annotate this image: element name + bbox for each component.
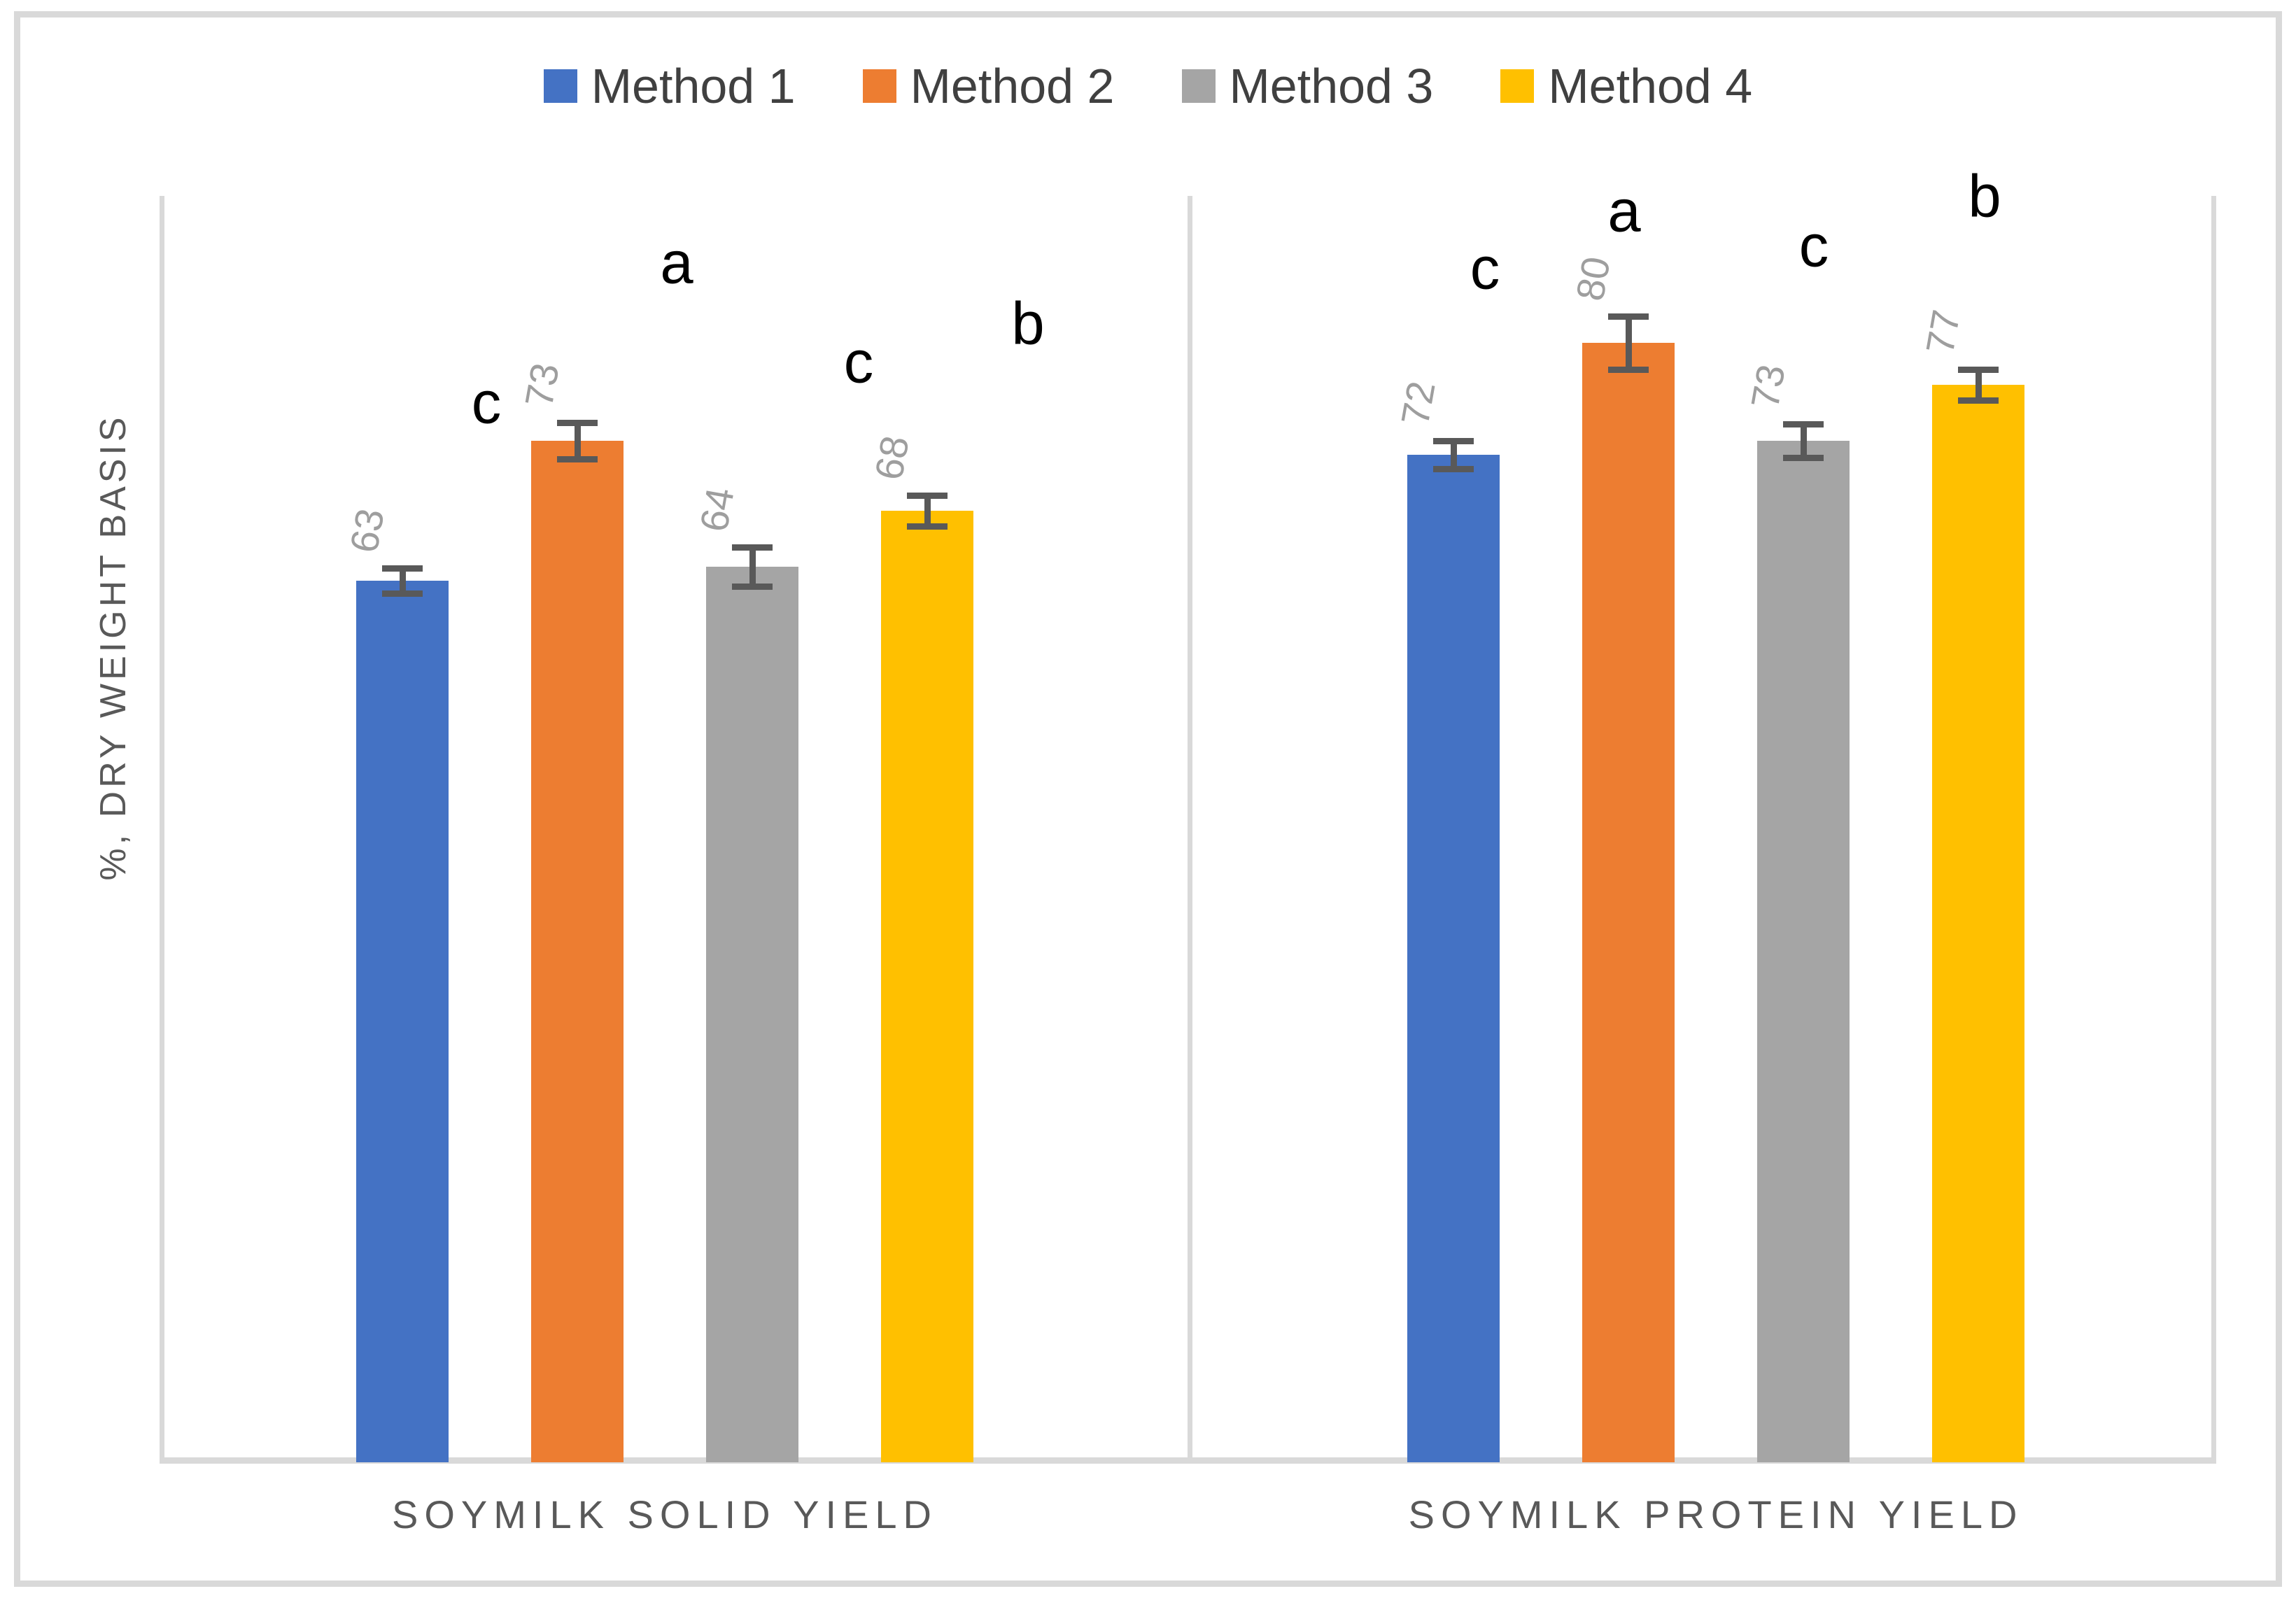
- significance-letter: c: [1798, 213, 1829, 280]
- error-bar-line: [1626, 316, 1632, 369]
- legend-label: Method 3: [1229, 59, 1434, 113]
- error-bar-bottom-cap: [732, 584, 773, 590]
- legend-label: Method 4: [1548, 59, 1753, 113]
- legend-swatch-icon: [862, 69, 896, 103]
- significance-letter: b: [1968, 163, 2001, 230]
- x-axis-line: [160, 1457, 2216, 1464]
- error-bar-top-cap: [1783, 421, 1824, 427]
- error-bar-line: [575, 423, 581, 459]
- error-bar-bottom-cap: [382, 591, 423, 597]
- bar-method-2-cat2: [1582, 343, 1675, 1462]
- legend: Method 1 Method 2 Method 3 Method 4: [0, 62, 2296, 111]
- error-bar-bottom-cap: [907, 523, 948, 530]
- error-bar-line: [1451, 441, 1457, 469]
- data-label: 80: [1567, 253, 1619, 304]
- legend-item-method-3: Method 3: [1181, 59, 1434, 113]
- chart-outer-border: [14, 11, 2282, 1587]
- data-label: 63: [341, 505, 393, 556]
- bar-method-1-cat1: [356, 581, 449, 1462]
- error-bar-bottom-cap: [557, 456, 598, 462]
- error-bar-bottom-cap: [1608, 367, 1649, 373]
- error-bar-top-cap: [382, 565, 423, 572]
- y-axis-title: %, DRY WEIGHT BASIS: [93, 413, 134, 881]
- significance-letter: a: [660, 229, 693, 297]
- legend-swatch-icon: [543, 69, 577, 103]
- legend-swatch-icon: [1181, 69, 1216, 103]
- error-bar-line: [400, 568, 406, 593]
- plot-right-border-line: [2211, 196, 2216, 1464]
- error-bar-bottom-cap: [1433, 466, 1474, 472]
- error-bar-bottom-cap: [1783, 455, 1824, 461]
- bar-method-3-cat2: [1757, 441, 1850, 1462]
- significance-letter: a: [1607, 178, 1641, 245]
- legend-item-method-1: Method 1: [543, 59, 796, 113]
- data-label: 64: [691, 484, 742, 535]
- legend-item-method-4: Method 4: [1500, 62, 1752, 111]
- significance-letter: b: [1011, 290, 1045, 358]
- error-bar-line: [1975, 369, 1982, 400]
- data-label: 72: [1392, 378, 1444, 429]
- error-bar-line: [1801, 424, 1807, 458]
- legend-label: Method 2: [910, 59, 1115, 113]
- error-bar-top-cap: [1958, 367, 1999, 373]
- legend-swatch-icon: [1500, 69, 1535, 103]
- data-label: 73: [516, 360, 568, 411]
- category-label: SOYMILK SOLID YIELD: [392, 1492, 938, 1536]
- error-bar-line: [749, 547, 756, 586]
- data-label: 73: [1742, 361, 1794, 412]
- error-bar-top-cap: [1608, 313, 1649, 320]
- bar-method-2-cat1: [531, 441, 624, 1462]
- significance-letter: c: [471, 369, 502, 437]
- legend-item-method-2: Method 2: [862, 59, 1115, 113]
- data-label: 77: [1917, 306, 1968, 358]
- error-bar-top-cap: [557, 420, 598, 426]
- y-axis-line: [160, 196, 164, 1464]
- bar-method-4-cat2: [1932, 385, 2024, 1462]
- error-bar-top-cap: [732, 544, 773, 551]
- bar-method-3-cat1: [706, 567, 798, 1462]
- error-bar-top-cap: [907, 493, 948, 499]
- significance-letter: c: [843, 329, 874, 396]
- bar-method-1-cat2: [1407, 455, 1500, 1462]
- category-label: SOYMILK PROTEIN YIELD: [1408, 1492, 2024, 1536]
- legend-label: Method 1: [591, 59, 796, 113]
- bar-method-4-cat1: [881, 511, 973, 1462]
- error-bar-line: [924, 495, 931, 526]
- error-bar-top-cap: [1433, 438, 1474, 444]
- significance-letter: c: [1470, 235, 1500, 302]
- data-label: 68: [866, 432, 917, 483]
- error-bar-bottom-cap: [1958, 397, 1999, 404]
- category-divider-line: [1188, 196, 1192, 1464]
